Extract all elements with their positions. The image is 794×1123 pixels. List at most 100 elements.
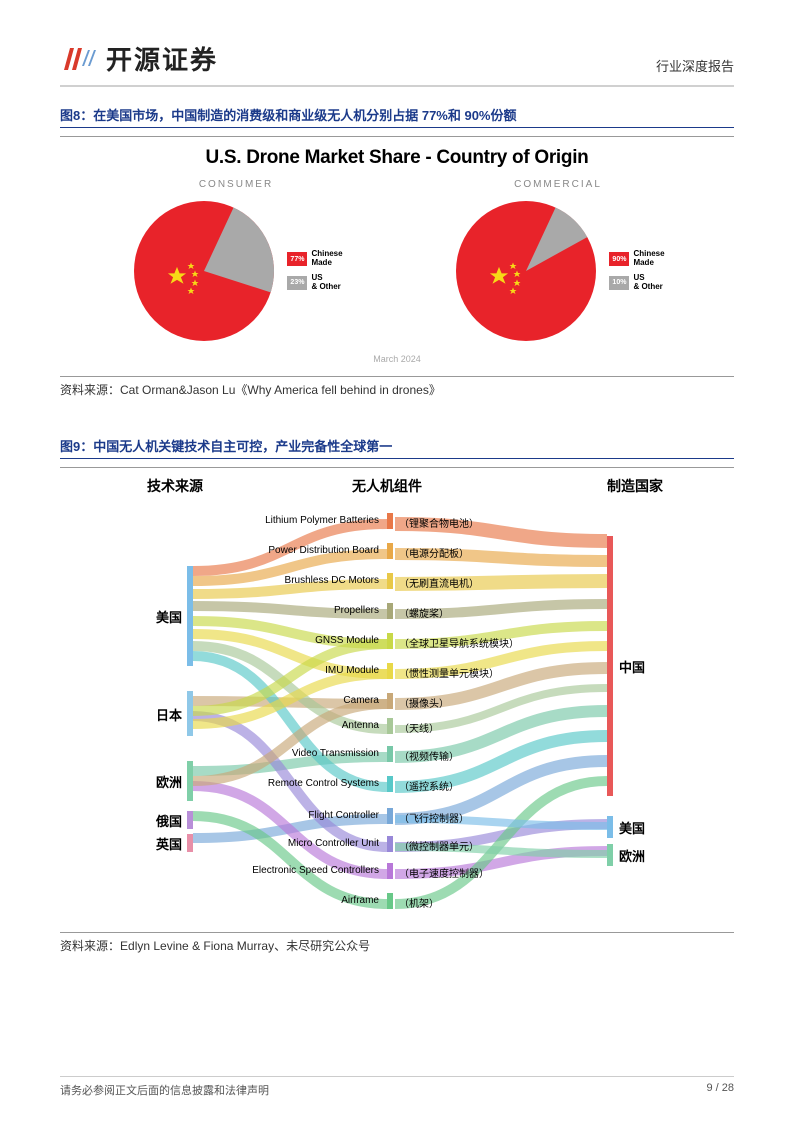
component-label-cn: （飞行控制器） [399, 810, 469, 825]
source-node [187, 761, 193, 801]
component-node [387, 808, 393, 824]
pie-svg [451, 196, 601, 346]
source-label: 英国 [127, 834, 182, 853]
legend-row: 23% US& Other [287, 274, 342, 292]
component-label-en: Antenna [342, 720, 379, 731]
component-label-en: IMU Module [325, 665, 379, 676]
source-node [187, 811, 193, 829]
source-text: Edlyn Levine & Fiona Murray、未尽研究公众号 [120, 939, 370, 953]
fig9-container: 技术来源 无人机组件 制造国家 美国日本欧洲俄国英国Lithium Polyme… [60, 467, 734, 916]
fig8-source: 资料来源：Cat Orman&Jason Lu《Why America fell… [60, 376, 734, 398]
dest-node [607, 844, 613, 866]
pie-category-label: CONSUMER [199, 179, 273, 190]
legend-pct: 77% [287, 252, 307, 266]
fig9-title: 图9：中国无人机关键技术自主可控，产业完备性全球第一 [60, 436, 734, 459]
component-label-cn: （机架） [399, 895, 439, 910]
component-label-cn: （全球卫星导航系统模块） [399, 635, 519, 650]
fig9-source: 资料来源：Edlyn Levine & Fiona Murray、未尽研究公众号 [60, 932, 734, 954]
logo-icon [60, 42, 98, 76]
legend-label: ChineseMade [311, 250, 342, 268]
source-node [187, 691, 193, 736]
legend-row: 10% US& Other [609, 274, 664, 292]
pie-row: CONSUMER77%ChineseMade23%US& OtherCOMMER… [80, 179, 714, 346]
component-label-en: Remote Control Systems [268, 778, 379, 789]
component-node [387, 693, 393, 709]
component-node [387, 633, 393, 649]
dest-node [607, 536, 613, 796]
component-label-cn: （天线） [399, 720, 439, 735]
page-number: 9 / 28 [706, 1082, 734, 1098]
component-label-cn: （视频传输） [399, 748, 459, 763]
fig8-date: March 2024 [80, 354, 714, 364]
component-label-en: Camera [343, 695, 379, 706]
component-label-cn: （摄像头） [399, 695, 449, 710]
dest-label: 美国 [619, 818, 645, 837]
component-label-cn: （惯性测量单元模块） [399, 665, 499, 680]
component-node [387, 513, 393, 529]
dest-label: 中国 [619, 657, 645, 676]
source-node [187, 834, 193, 852]
component-node [387, 543, 393, 559]
component-node [387, 603, 393, 619]
pie-category-label: COMMERCIAL [514, 179, 602, 190]
component-label-en: Airframe [341, 895, 379, 906]
component-label-en: Video Transmission [292, 748, 379, 759]
component-label-en: Brushless DC Motors [285, 575, 379, 586]
logo-text: 开源证券 [106, 40, 218, 77]
component-label-cn: （螺旋桨） [399, 605, 449, 620]
component-label-cn: （微控制器单元） [399, 838, 479, 853]
sankey-flows [117, 476, 677, 916]
source-label: 美国 [127, 607, 182, 626]
component-label-en: Propellers [334, 605, 379, 616]
component-node [387, 746, 393, 762]
pie-chart: CONSUMER 77% ChineseMade 23% US& Other [129, 179, 342, 346]
component-node [387, 863, 393, 879]
legend-row: 77% ChineseMade [287, 250, 342, 268]
fig8-container: U.S. Drone Market Share - Country of Ori… [60, 136, 734, 370]
source-node [187, 566, 193, 666]
logo-block: 开源证券 [60, 40, 218, 77]
legend-label: US& Other [633, 274, 662, 292]
component-label-cn: （电源分配板） [399, 545, 469, 560]
source-label: 俄国 [127, 811, 182, 830]
component-node [387, 836, 393, 852]
source-prefix: 资料来源： [60, 383, 120, 397]
sankey-diagram: 技术来源 无人机组件 制造国家 美国日本欧洲俄国英国Lithium Polyme… [117, 476, 677, 916]
legend-row: 90% ChineseMade [609, 250, 664, 268]
pie-chart: COMMERCIAL 90% ChineseMade 10% US& Other [451, 179, 664, 346]
pie-svg [129, 196, 279, 346]
component-label-en: Flight Controller [308, 810, 379, 821]
dest-label: 欧洲 [619, 846, 645, 865]
legend-pct: 90% [609, 252, 629, 266]
legend-pct: 23% [287, 276, 307, 290]
footer-disclaimer: 请务必参阅正文后面的信息披露和法律声明 [60, 1082, 269, 1098]
page-header: 开源证券 行业深度报告 [60, 40, 734, 87]
legend-label: ChineseMade [633, 250, 664, 268]
component-label-en: Electronic Speed Controllers [252, 865, 379, 876]
source-prefix: 资料来源： [60, 939, 120, 953]
source-text: Cat Orman&Jason Lu《Why America fell behi… [120, 383, 441, 397]
legend-pct: 10% [609, 276, 629, 290]
source-label: 欧洲 [127, 772, 182, 791]
component-label-en: Power Distribution Board [268, 545, 379, 556]
pie-legend: 90% ChineseMade 10% US& Other [609, 250, 664, 291]
component-node [387, 573, 393, 589]
component-label-cn: （电子速度控制器） [399, 865, 489, 880]
component-label-en: Micro Controller Unit [288, 838, 379, 849]
component-node [387, 718, 393, 734]
component-label-en: GNSS Module [315, 635, 379, 646]
component-node [387, 893, 393, 909]
source-label: 日本 [127, 705, 182, 724]
doc-type: 行业深度报告 [656, 56, 734, 77]
component-node [387, 663, 393, 679]
fig8-chart-title: U.S. Drone Market Share - Country of Ori… [80, 147, 714, 169]
component-label-cn: （遥控系统） [399, 778, 459, 793]
page-footer: 请务必参阅正文后面的信息披露和法律声明 9 / 28 [60, 1076, 734, 1098]
component-label-cn: （无刷直流电机） [399, 575, 479, 590]
fig8-title: 图8：在美国市场，中国制造的消费级和商业级无人机分别占据 77%和 90%份额 [60, 105, 734, 128]
component-label-en: Lithium Polymer Batteries [265, 515, 379, 526]
component-node [387, 776, 393, 792]
dest-node [607, 816, 613, 838]
legend-label: US& Other [311, 274, 340, 292]
pie-legend: 77% ChineseMade 23% US& Other [287, 250, 342, 291]
